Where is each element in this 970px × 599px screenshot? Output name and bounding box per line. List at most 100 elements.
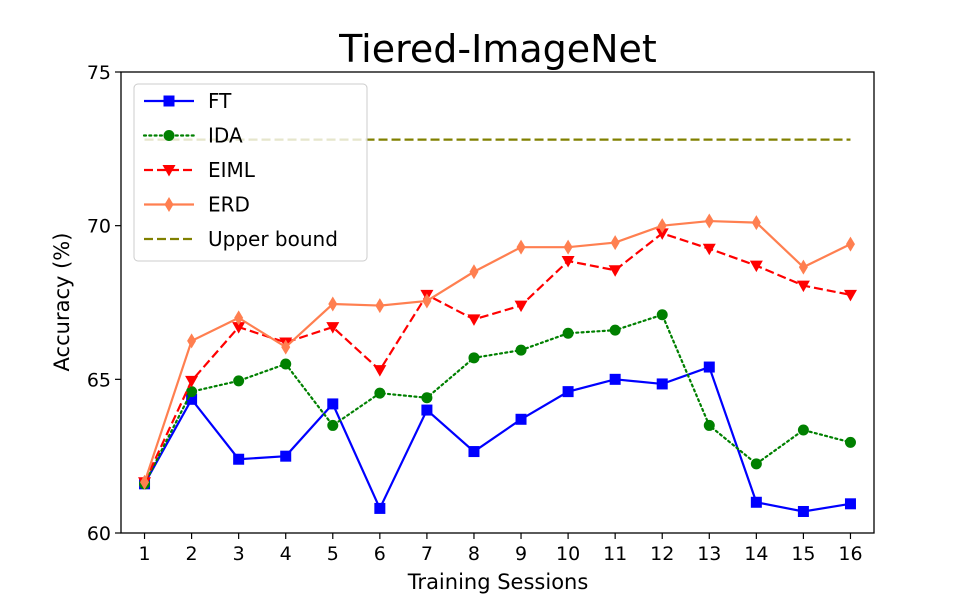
data-point-ft-11 [609, 373, 621, 385]
y-tick-label: 65 [87, 369, 111, 391]
x-tick-label: 7 [421, 543, 433, 565]
data-point-erd-2 [187, 333, 197, 349]
legend-label-erd: ERD [208, 193, 250, 217]
series-layer [138, 138, 857, 517]
data-point-erd-7 [422, 293, 432, 309]
y-axis-label: Accuracy (%) [50, 233, 74, 372]
x-tick-label: 2 [186, 543, 198, 565]
legend-item-eiml: EIML [144, 158, 256, 182]
data-point-ida-16 [844, 436, 856, 448]
data-point-erd-5 [328, 296, 338, 312]
data-point-ft-7 [421, 404, 433, 416]
legend-label-upper-bound: Upper bound [208, 227, 338, 251]
data-point-eiml-3 [232, 322, 246, 334]
data-point-erd-6 [375, 298, 385, 314]
chart-title: Tiered-ImageNet [338, 27, 657, 71]
data-point-eiml-10 [561, 256, 575, 268]
data-point-erd-12 [657, 218, 667, 234]
x-tick-label: 11 [603, 543, 627, 565]
x-tick-label: 4 [280, 543, 292, 565]
data-point-erd-15 [798, 259, 808, 275]
data-point-ft-4 [280, 450, 292, 462]
data-point-eiml-2 [185, 375, 199, 388]
data-point-ida-2 [186, 386, 198, 398]
x-tick-label: 12 [650, 543, 674, 565]
x-tick-label: 1 [138, 543, 150, 565]
x-tick-label: 8 [468, 543, 480, 565]
data-point-erd-3 [234, 310, 244, 326]
x-tick-label: 13 [697, 543, 721, 565]
series-ft [139, 361, 856, 517]
series-erd [140, 213, 855, 490]
data-point-ida-7 [421, 392, 433, 404]
series-line-eiml [143, 232, 851, 483]
data-point-ft-2 [186, 393, 198, 405]
data-point-ft-15 [797, 505, 809, 517]
data-point-ida-13 [703, 419, 715, 431]
data-point-ida-15 [797, 424, 809, 436]
data-point-eiml-13 [702, 243, 716, 256]
series-line-erd [143, 219, 851, 483]
data-point-ida-14 [750, 458, 762, 470]
data-point-ida-10 [562, 327, 574, 339]
x-tick-label: 3 [233, 543, 245, 565]
series-line-ft [143, 365, 851, 513]
x-tick-label: 9 [515, 543, 527, 565]
legend-marker-eiml [162, 165, 176, 177]
data-point-ida-6 [374, 387, 386, 399]
legend-label-ida: IDA [208, 124, 243, 148]
plot-frame [120, 71, 875, 534]
legend-marker-ida [163, 130, 175, 141]
data-point-erd-11 [610, 235, 620, 251]
legend: FT IDA EIML ERD Upper bound [133, 83, 368, 262]
data-point-eiml-5 [326, 322, 340, 334]
data-point-erd-9 [516, 239, 526, 255]
x-tick-label: 16 [838, 543, 862, 565]
legend-label-ft: FT [208, 89, 232, 113]
legend-marker-erd [164, 197, 174, 212]
data-point-ft-10 [562, 386, 574, 398]
data-point-ida-5 [327, 419, 339, 431]
legend-label-eiml: EIML [208, 158, 256, 182]
data-point-ft-8 [468, 446, 480, 458]
data-point-ft-9 [515, 413, 527, 425]
legend-item-ida: IDA [142, 124, 243, 148]
data-point-eiml-8 [467, 314, 481, 326]
legend-item-erd: ERD [144, 193, 250, 217]
data-point-eiml-15 [796, 280, 810, 293]
x-tick-label: 15 [791, 543, 815, 565]
data-point-eiml-12 [655, 228, 669, 240]
y-tick-label: 75 [87, 62, 111, 84]
data-point-erd-14 [751, 215, 761, 231]
data-point-eiml-14 [749, 260, 763, 273]
series-eiml [138, 228, 857, 489]
legend-item-ft: FT [144, 89, 232, 113]
legend-box [133, 83, 368, 262]
data-point-ida-12 [656, 309, 668, 321]
x-tick-label: 6 [374, 543, 386, 565]
x-tick-label: 14 [744, 543, 768, 565]
legend-item-upper-bound: Upper bound [144, 227, 338, 251]
series-line-ida [143, 313, 852, 485]
data-point-erd-16 [845, 236, 855, 252]
data-point-erd-1 [140, 474, 150, 490]
data-point-eiml-16 [843, 289, 857, 302]
y-tick-label: 60 [87, 523, 111, 545]
data-point-ft-6 [374, 502, 386, 514]
data-point-erd-8 [469, 264, 479, 280]
data-point-ft-3 [233, 453, 245, 465]
data-point-erd-4 [281, 339, 291, 355]
data-point-eiml-11 [608, 265, 622, 277]
data-point-ida-3 [233, 375, 245, 387]
y-tick-label: 70 [87, 216, 111, 238]
data-point-ft-5 [327, 398, 339, 410]
data-point-eiml-6 [373, 365, 387, 377]
x-axis-label: Training Sessions [407, 570, 589, 594]
data-point-ft-13 [703, 361, 715, 373]
x-tick-label: 10 [556, 543, 580, 565]
x-tick-label: 5 [327, 543, 339, 565]
data-point-ida-11 [609, 324, 621, 336]
data-point-ft-14 [750, 496, 762, 508]
